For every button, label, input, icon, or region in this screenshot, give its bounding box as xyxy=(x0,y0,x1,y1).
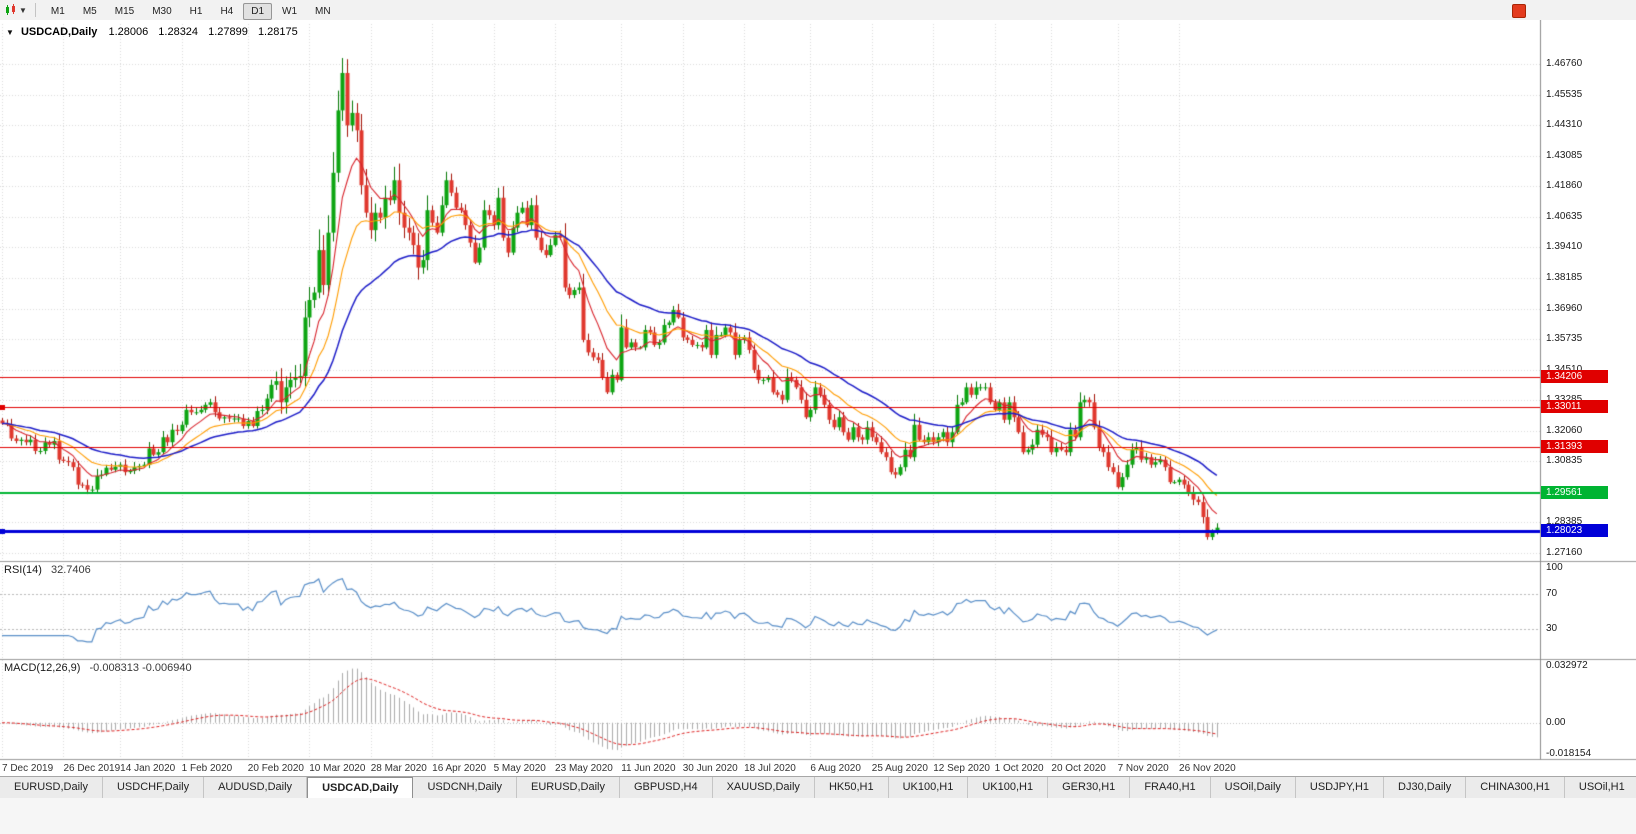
symbol-period-label: USDCAD,Daily xyxy=(20,26,98,38)
price-axis-label: 1.39410 xyxy=(1546,241,1583,253)
price-axis-label: 1.32060 xyxy=(1546,424,1583,436)
tab-uk100-h1[interactable]: UK100,H1 xyxy=(888,777,969,799)
macd-scale-label: -0.018154 xyxy=(1546,748,1592,759)
price-axis-label: 1.30835 xyxy=(1546,455,1583,467)
tab-xauusd-daily[interactable]: XAUUSD,Daily xyxy=(712,777,815,799)
time-axis-label: 6 Aug 2020 xyxy=(810,763,861,774)
price-line-tag: 1.31393 xyxy=(1541,440,1608,454)
timeframe-button-m30[interactable]: M30 xyxy=(152,6,172,17)
tab-ger30-h1[interactable]: GER30,H1 xyxy=(1048,777,1131,799)
bottom-strip xyxy=(0,798,1636,834)
rsi-level-label: 30 xyxy=(1546,623,1558,635)
timeframe-toolbar: M1 M5 M15 M30 H1 H4 D1 W1 MN xyxy=(42,1,340,20)
timeframe-button-d1[interactable]: D1 xyxy=(243,3,273,20)
price-axis-label: 1.38185 xyxy=(1546,271,1583,283)
macd-scale-label: 0.00 xyxy=(1546,716,1566,728)
rsi-current-value: 32.7406 xyxy=(50,564,91,576)
ohlc-low-value: 1.27899 xyxy=(208,26,248,38)
price-axis-label: 1.46760 xyxy=(1546,58,1583,69)
tab-eurusd-daily[interactable]: EURUSD,Daily xyxy=(517,777,620,799)
price-line-tag: 1.29561 xyxy=(1541,486,1608,500)
tab-fra40-h1[interactable]: FRA40,H1 xyxy=(1130,777,1211,799)
price-line-tag: 1.28023 xyxy=(1541,524,1608,538)
price-axis-label: 1.33285 xyxy=(1546,394,1582,405)
time-axis-label: 1 Feb 2020 xyxy=(181,763,233,774)
toolbar-red-button[interactable] xyxy=(1512,4,1526,18)
rsi-level-label: 70 xyxy=(1546,588,1558,600)
rsi-name: RSI(14) xyxy=(4,564,42,576)
price-line-tag: 1.33011 xyxy=(1541,400,1608,414)
tab-usdcnh-daily[interactable]: USDCNH,Daily xyxy=(413,777,518,799)
time-axis-label: 14 Jan 2020 xyxy=(120,763,176,774)
tab-hk50-h1[interactable]: HK50,H1 xyxy=(814,777,889,799)
price-line-tag: 1.34206 xyxy=(1541,370,1608,384)
time-axis-label: 25 Aug 2020 xyxy=(871,763,928,774)
macd-name: MACD(12,26,9) xyxy=(4,662,81,674)
ohlc-open-value: 1.28006 xyxy=(108,26,149,38)
time-axis-label: 11 Jun 2020 xyxy=(621,763,676,774)
price-axis-label: 1.36960 xyxy=(1546,302,1583,314)
timeframe-button-mn[interactable]: MN xyxy=(315,6,331,17)
tab-usdjpy-h1[interactable]: USDJPY,H1 xyxy=(1295,777,1385,799)
chart-type-dropdown-caret-icon[interactable]: ▼ xyxy=(19,5,27,15)
chart-tabs-bar: EURUSD,Daily USDCHF,Daily AUDUSD,Daily USDC… xyxy=(0,776,1636,799)
macd-current-values: -0.008313 -0.006940 xyxy=(89,662,192,674)
rsi-indicator-label: RSI(14) 32.7406 xyxy=(4,564,91,576)
chart-title-bar: ▼ USDCAD,Daily 1.28006 1.28324 1.27899 1… xyxy=(6,26,305,38)
tab-gbpusd-h4[interactable]: GBPUSD,H4 xyxy=(620,777,713,799)
chart-type-icon[interactable] xyxy=(4,4,18,16)
price-axis-label: 1.40635 xyxy=(1546,210,1583,222)
timeframe-button-h4[interactable]: H4 xyxy=(220,6,234,17)
time-axis-label: 5 May 2020 xyxy=(493,763,546,774)
time-axis-label: 23 May 2020 xyxy=(555,763,613,774)
macd-scale-label: 0.032972 xyxy=(1546,660,1588,671)
time-axis-label: 28 Mar 2020 xyxy=(370,763,427,774)
rsi-level-label: 100 xyxy=(1546,562,1563,573)
time-axis-label: 20 Oct 2020 xyxy=(1051,763,1106,774)
price-axis-label: 1.41860 xyxy=(1546,180,1583,192)
tab-usdchf-daily[interactable]: USDCHF,Daily xyxy=(102,777,205,799)
tab-china300-h1[interactable]: CHINA300,H1 xyxy=(1466,777,1565,799)
toolbar-separator xyxy=(34,3,36,17)
ohlc-high-value: 1.28324 xyxy=(158,26,199,38)
timeframe-button-m5[interactable]: M5 xyxy=(82,6,97,17)
timeframe-button-m1[interactable]: M1 xyxy=(50,6,65,17)
timeframe-button-m15[interactable]: M15 xyxy=(114,6,135,17)
time-axis-label: 26 Nov 2020 xyxy=(1179,763,1236,774)
price-axis-label: 1.44310 xyxy=(1546,119,1583,131)
top-toolbar: ▼ M1 M5 M15 M30 H1 H4 D1 W1 MN xyxy=(0,0,1636,21)
tab-usoil-h1[interactable]: USOil,H1 xyxy=(1564,777,1636,799)
time-axis-label: 7 Dec 2019 xyxy=(2,763,54,774)
tab-uk100-h1[interactable]: UK100,H1 xyxy=(968,777,1049,799)
price-axis-label: 1.45535 xyxy=(1546,88,1583,100)
price-axis-label: 1.27160 xyxy=(1546,547,1583,558)
ohlc-close-value: 1.28175 xyxy=(257,26,298,38)
time-axis-label: 7 Nov 2020 xyxy=(1117,763,1169,774)
macd-indicator-label: MACD(12,26,9) -0.008313 -0.006940 xyxy=(4,662,192,674)
price-axis-label: 1.35735 xyxy=(1546,333,1583,345)
chart-region: ▼ USDCAD,Daily 1.28006 1.28324 1.27899 1… xyxy=(0,20,1636,776)
objects-dropdown-icon[interactable]: ▼ xyxy=(6,28,14,37)
time-axis-label: 26 Dec 2019 xyxy=(63,763,121,774)
time-axis-label: 16 Apr 2020 xyxy=(432,763,487,774)
tab-eurusd-daily[interactable]: EURUSD,Daily xyxy=(0,777,103,799)
timeframe-button-w1[interactable]: W1 xyxy=(282,6,298,17)
time-axis-label: 12 Sep 2020 xyxy=(933,763,990,774)
price-axis-label: 1.34510 xyxy=(1546,363,1583,375)
price-axis-label: 1.28385 xyxy=(1546,516,1583,528)
tab-usoil-daily[interactable]: USOil,Daily xyxy=(1210,777,1296,799)
time-axis-label: 10 Mar 2020 xyxy=(309,763,366,774)
tab-usdcad-daily[interactable]: USDCAD,Daily xyxy=(307,777,414,799)
tab-dj30-daily[interactable]: DJ30,Daily xyxy=(1384,777,1467,799)
price-axis-label: 1.43085 xyxy=(1546,149,1583,161)
time-axis-label: 30 Jun 2020 xyxy=(682,763,738,774)
time-axis-label: 20 Feb 2020 xyxy=(247,763,304,774)
time-axis-label: 18 Jul 2020 xyxy=(744,763,796,774)
timeframe-button-h1[interactable]: H1 xyxy=(189,6,203,17)
time-axis-label: 1 Oct 2020 xyxy=(994,763,1044,774)
tab-audusd-daily[interactable]: AUDUSD,Daily xyxy=(204,777,308,799)
price-chart-canvas[interactable] xyxy=(0,20,1636,776)
